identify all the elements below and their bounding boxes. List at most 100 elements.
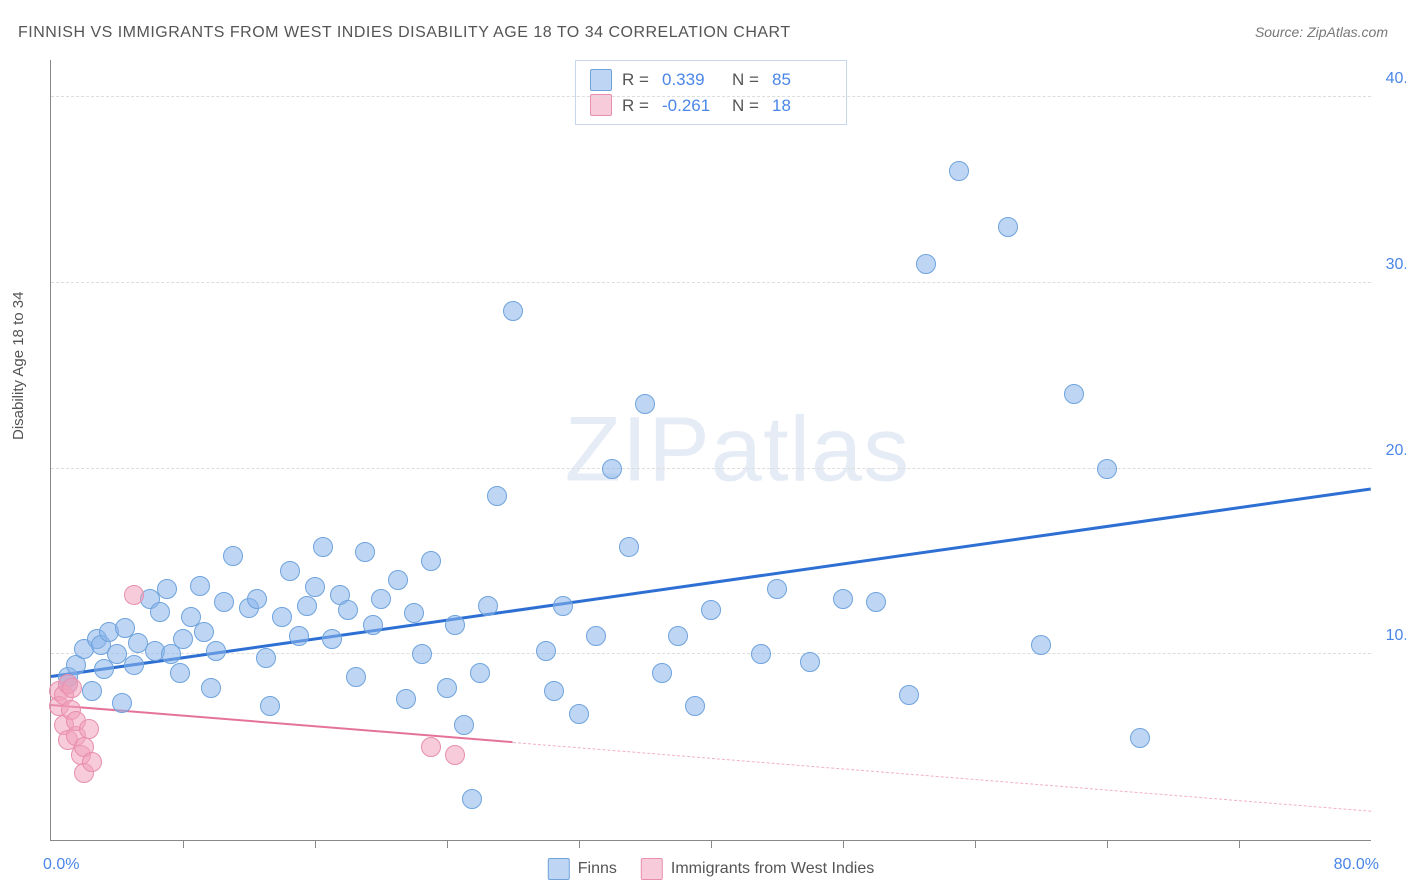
data-point-finns [652,663,672,683]
data-point-finns [536,641,556,661]
data-point-finns [305,577,325,597]
data-point-finns [355,542,375,562]
x-tick [579,840,580,848]
data-point-finns [668,626,688,646]
legend-swatch-blue [590,69,612,91]
plot-area: ZIPatlas R = 0.339 N = 85 R = -0.261 N =… [50,60,1371,841]
data-point-finns [247,589,267,609]
data-point-finns [82,681,102,701]
data-point-finns [388,570,408,590]
watermark: ZIPatlas [565,398,910,503]
data-point-finns [767,579,787,599]
data-point-finns [396,689,416,709]
data-point-finns [462,789,482,809]
data-point-finns [214,592,234,612]
x-tick [1107,840,1108,848]
chart-title: FINNISH VS IMMIGRANTS FROM WEST INDIES D… [18,24,791,42]
y-tick-label: 20.0% [1386,442,1406,460]
data-point-finns [260,696,280,716]
data-point-finns [544,681,564,701]
data-point-finns [363,615,383,635]
legend-correlation: R = 0.339 N = 85 R = -0.261 N = 18 [575,60,847,125]
x-tick [447,840,448,848]
x-tick [843,840,844,848]
legend-row-finns: R = 0.339 N = 85 [590,67,832,93]
x-min-label: 0.0% [43,856,79,874]
data-point-finns [206,641,226,661]
y-axis-label: Disability Age 18 to 34 [10,292,27,440]
data-point-finns [313,537,333,557]
data-point-westindies [82,752,102,772]
data-point-westindies [124,585,144,605]
x-tick [315,840,316,848]
data-point-finns [701,600,721,620]
data-point-finns [553,596,573,616]
trend-line [51,488,1371,679]
data-point-westindies [62,678,82,698]
legend-swatch-pink [641,858,663,880]
legend-item-westindies: Immigrants from West Indies [641,858,874,880]
data-point-finns [1064,384,1084,404]
data-point-finns [454,715,474,735]
data-point-finns [421,551,441,571]
source-name: ZipAtlas.com [1307,24,1388,40]
x-max-label: 80.0% [1334,856,1379,874]
grid-line [51,468,1371,469]
data-point-finns [124,655,144,675]
trend-line [513,742,1371,812]
data-point-finns [866,592,886,612]
data-point-finns [150,602,170,622]
data-point-finns [1130,728,1150,748]
y-tick-label: 40.0% [1386,70,1406,88]
source-prefix: Source: [1255,24,1307,40]
data-point-finns [404,603,424,623]
data-point-westindies [79,719,99,739]
data-point-finns [112,693,132,713]
r-label: R = [622,67,652,93]
data-point-finns [899,685,919,705]
data-point-finns [173,629,193,649]
data-point-finns [635,394,655,414]
data-point-finns [346,667,366,687]
x-tick [1239,840,1240,848]
data-point-finns [586,626,606,646]
grid-line [51,282,1371,283]
data-point-finns [1031,635,1051,655]
x-tick [975,840,976,848]
data-point-finns [170,663,190,683]
n-label: N = [732,67,762,93]
n-value-finns: 85 [772,67,832,93]
data-point-finns [194,622,214,642]
legend-label-finns: Finns [578,860,617,878]
legend-swatch-pink [590,94,612,116]
data-point-finns [289,626,309,646]
data-point-finns [478,596,498,616]
data-point-finns [503,301,523,321]
data-point-finns [338,600,358,620]
data-point-finns [157,579,177,599]
x-tick [711,840,712,848]
data-point-finns [470,663,490,683]
source-attribution: Source: ZipAtlas.com [1255,24,1388,40]
data-point-finns [371,589,391,609]
data-point-finns [569,704,589,724]
grid-line [51,96,1371,97]
data-point-finns [998,217,1018,237]
y-tick-label: 10.0% [1386,627,1406,645]
data-point-finns [916,254,936,274]
chart-container: FINNISH VS IMMIGRANTS FROM WEST INDIES D… [0,0,1406,892]
data-point-finns [272,607,292,627]
y-tick-label: 30.0% [1386,256,1406,274]
legend-swatch-blue [548,858,570,880]
data-point-finns [190,576,210,596]
data-point-finns [223,546,243,566]
data-point-finns [487,486,507,506]
data-point-finns [1097,459,1117,479]
data-point-finns [833,589,853,609]
legend-label-westindies: Immigrants from West Indies [671,860,874,878]
data-point-finns [685,696,705,716]
data-point-finns [949,161,969,181]
legend-series: Finns Immigrants from West Indies [548,858,874,880]
data-point-westindies [421,737,441,757]
data-point-finns [445,615,465,635]
